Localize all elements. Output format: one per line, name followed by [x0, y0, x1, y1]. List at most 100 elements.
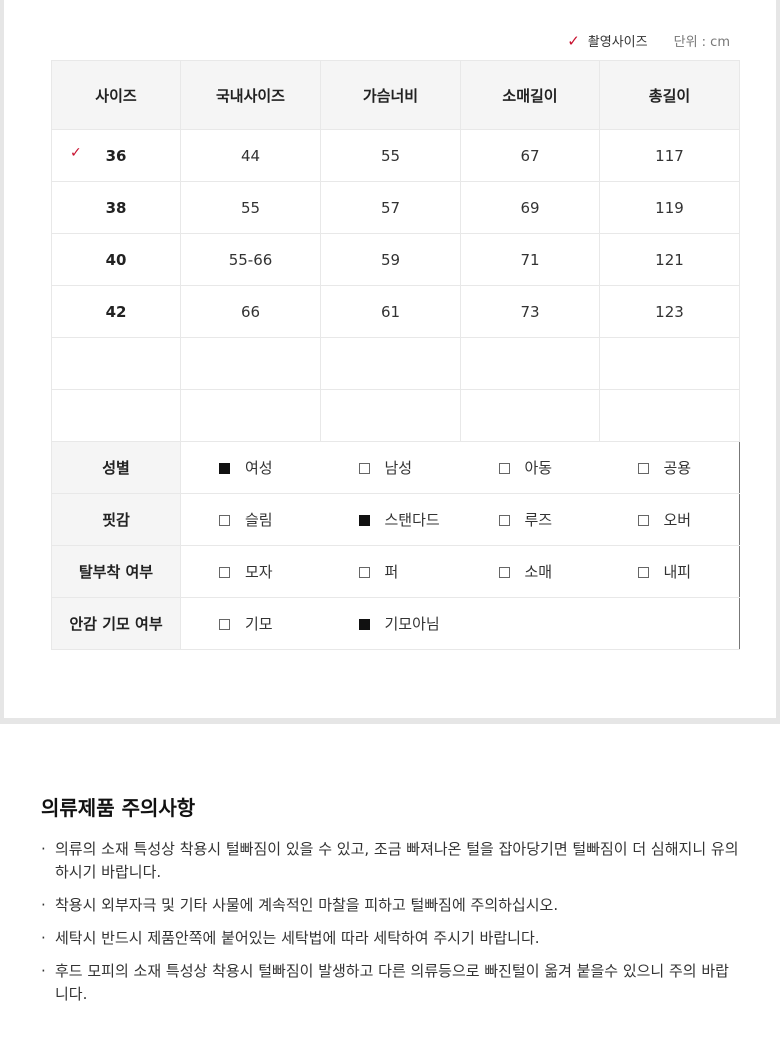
attribute-label: 탈부착 여부: [51, 545, 181, 598]
check-icon: ✓: [70, 145, 82, 161]
attribute-option: 기모: [180, 597, 321, 650]
option-label: 기모: [245, 615, 273, 633]
cell-value: 61: [380, 302, 401, 321]
cell-sleeve: 67: [460, 129, 600, 182]
attribute-option: 여성: [180, 441, 321, 494]
empty-cell: [51, 389, 181, 442]
empty-square-icon: [637, 515, 649, 526]
empty-cell: [320, 389, 461, 442]
cell-value: 117: [655, 146, 684, 165]
option-label: 퍼: [384, 563, 399, 581]
attribute-row: 안감 기모 여부 기모 기모아님: [51, 597, 740, 650]
column-header: 총길이: [599, 60, 740, 130]
filled-square-icon: [358, 515, 370, 526]
cell-domestic: 55: [180, 181, 321, 234]
cell-length: 121: [599, 233, 740, 286]
option-label: 기모아님: [384, 615, 440, 633]
attribute-option: 기모아님: [320, 597, 461, 650]
attribute-label: 성별: [51, 441, 181, 494]
attribute-row: 성별 여성 남성 아동 공용: [51, 441, 740, 494]
size-legend: ✓ 촬영사이즈 단위 : cm: [567, 31, 730, 51]
cell-chest: 57: [320, 181, 461, 234]
empty-cell: [180, 337, 321, 390]
cell-value: 36: [105, 146, 127, 165]
option-label: 루즈: [524, 511, 553, 529]
column-header: 가슴너비: [320, 60, 461, 130]
cell-length: 117: [599, 129, 740, 182]
size-row: ✓ 36 44 55 67 117: [51, 129, 740, 182]
cell-chest: 61: [320, 285, 461, 338]
cell-size: 38: [51, 181, 181, 234]
empty-square-icon: [219, 619, 230, 630]
size-chart-panel: ✓ 촬영사이즈 단위 : cm 사이즈 국내사이즈 가슴너비 소매길이 총길이 ✓ 36 4…: [0, 0, 780, 724]
column-header: 소매길이: [460, 60, 600, 130]
cell-length: 119: [599, 181, 740, 234]
empty-row: [51, 389, 740, 442]
empty-square-icon: [219, 515, 230, 526]
cell-value: 59: [380, 250, 401, 269]
size-row: 38 55 57 69 119: [51, 181, 740, 234]
filled-square-icon: [358, 619, 370, 630]
attribute-option: 내피: [599, 545, 740, 598]
cell-value: 66: [240, 302, 261, 321]
cell-value: 55-66: [228, 250, 273, 269]
cell-sleeve: 73: [460, 285, 600, 338]
option-label: 오버: [663, 511, 692, 529]
attribute-option: 오버: [599, 493, 740, 546]
attribute-option: 아동: [460, 441, 600, 494]
attribute-row: 탈부착 여부 모자 퍼 소매 내피: [51, 545, 740, 598]
cell-value: 55: [380, 146, 401, 165]
cell-value: 40: [105, 250, 127, 269]
empty-row: [51, 337, 740, 390]
cell-value: 71: [520, 250, 540, 269]
column-header: 국내사이즈: [180, 60, 321, 130]
attribute-option: [599, 597, 740, 650]
column-header: 사이즈: [51, 60, 181, 130]
option-label: 모자: [245, 563, 273, 581]
cell-sleeve: 71: [460, 233, 600, 286]
filled-square-icon: [219, 463, 230, 474]
cell-sleeve: 69: [460, 181, 600, 234]
empty-square-icon: [219, 567, 230, 578]
attribute-option: 공용: [599, 441, 740, 494]
option-label: 내피: [663, 563, 692, 581]
empty-square-icon: [498, 463, 510, 474]
attribute-option: 소매: [460, 545, 600, 598]
empty-cell: [460, 337, 600, 390]
table-header-row: 사이즈 국내사이즈 가슴너비 소매길이 총길이: [51, 60, 740, 130]
notice-item: 착용시 외부자극 및 기타 사물에 계속적인 마찰을 피하고 털빠짐에 주의하십…: [41, 894, 741, 917]
empty-square-icon: [637, 567, 649, 578]
empty-cell: [599, 389, 740, 442]
attribute-label: 안감 기모 여부: [51, 597, 181, 650]
cell-domestic: 44: [180, 129, 321, 182]
cell-value: 67: [520, 146, 540, 165]
empty-square-icon: [498, 515, 510, 526]
option-label: 공용: [663, 459, 692, 477]
empty-cell: [599, 337, 740, 390]
empty-cell: [180, 389, 321, 442]
size-row: 40 55-66 59 71 121: [51, 233, 740, 286]
empty-square-icon: [358, 567, 370, 578]
cell-value: 123: [655, 302, 684, 321]
cell-size: ✓ 36: [51, 129, 181, 182]
cell-value: 57: [380, 198, 401, 217]
check-icon: ✓: [567, 31, 580, 50]
option-label: 아동: [524, 459, 553, 477]
notice-title: 의류제품 주의사항: [41, 796, 196, 820]
cell-value: 73: [520, 302, 540, 321]
attribute-option: 슬림: [180, 493, 321, 546]
notice-item: 의류의 소재 특성상 착용시 털빠짐이 있을 수 있고, 조금 빠져나온 털을 …: [41, 838, 741, 884]
cell-value: 55: [240, 198, 261, 217]
size-table: 사이즈 국내사이즈 가슴너비 소매길이 총길이 ✓ 36 44 55 67 117 38 55 57 69…: [51, 60, 740, 650]
cell-domestic: 66: [180, 285, 321, 338]
size-row: 42 66 61 73 123: [51, 285, 740, 338]
option-label: 슬림: [245, 511, 273, 529]
empty-square-icon: [637, 463, 649, 474]
attribute-option: 퍼: [320, 545, 461, 598]
empty-cell: [51, 337, 181, 390]
empty-square-icon: [498, 567, 510, 578]
unit-label: 단위 : cm: [673, 35, 730, 50]
photo-size-label: 촬영사이즈: [587, 35, 648, 50]
cell-chest: 59: [320, 233, 461, 286]
attribute-label: 핏감: [51, 493, 181, 546]
